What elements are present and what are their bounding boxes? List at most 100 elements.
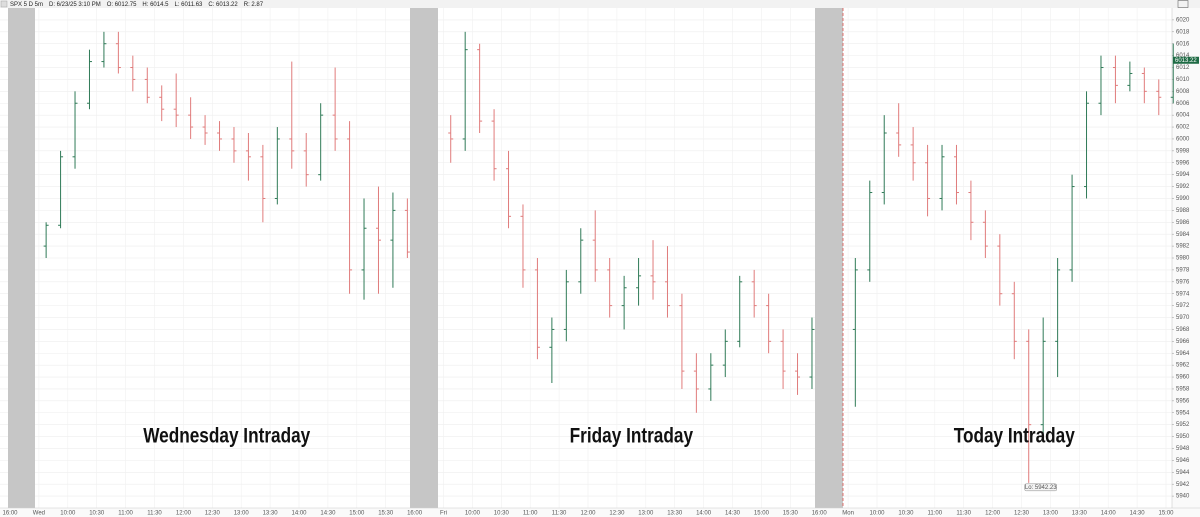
y-tick-label: 5956 xyxy=(1176,398,1190,404)
x-tick-label: 13:00 xyxy=(1043,511,1059,517)
session-title: Friday Intraday xyxy=(570,425,694,448)
y-tick-label: 6002 xyxy=(1176,125,1190,131)
x-tick-label: 14:00 xyxy=(291,511,307,517)
x-tick-label: 12:30 xyxy=(1014,511,1030,517)
y-tick-label: 6012 xyxy=(1176,65,1190,71)
x-tick-label: 16:00 xyxy=(407,511,423,517)
y-tick-label: 5972 xyxy=(1176,303,1190,309)
y-tick-label: 5992 xyxy=(1176,184,1190,190)
menu-icon[interactable] xyxy=(0,0,8,8)
time-axis xyxy=(0,508,1200,517)
overnight-band xyxy=(8,8,35,508)
toolbar xyxy=(0,0,1200,8)
x-tick-label: 14:00 xyxy=(696,511,712,517)
x-tick-label: 16:00 xyxy=(2,511,18,517)
x-tick-label: 13:00 xyxy=(638,511,654,517)
x-tick-label: 15:00 xyxy=(1158,511,1174,517)
y-tick-label: 5950 xyxy=(1176,434,1190,440)
y-tick-label: 6004 xyxy=(1176,113,1190,119)
y-tick-label: 5988 xyxy=(1176,208,1190,214)
x-tick-label: 12:00 xyxy=(580,511,596,517)
x-tick-label: 10:30 xyxy=(494,511,510,517)
y-tick-label: 5980 xyxy=(1176,256,1190,262)
x-tick-label: 12:30 xyxy=(609,511,625,517)
header-item: R: 2.87 xyxy=(244,2,264,8)
x-tick-label: 10:00 xyxy=(60,511,76,517)
x-tick-label: 10:00 xyxy=(869,511,885,517)
y-tick-label: 6008 xyxy=(1176,89,1190,95)
y-tick-label: 6006 xyxy=(1176,101,1190,107)
y-tick-label: 5990 xyxy=(1176,196,1190,202)
x-tick-label: 16:00 xyxy=(812,511,828,517)
y-tick-label: 5960 xyxy=(1176,375,1190,381)
price-axis xyxy=(1172,8,1200,508)
x-tick-label: 13:30 xyxy=(667,511,683,517)
y-tick-label: 6020 xyxy=(1176,17,1190,23)
y-tick-label: 5952 xyxy=(1176,422,1190,428)
low-label-box xyxy=(1024,483,1057,492)
y-tick-label: 5976 xyxy=(1176,279,1190,285)
zoom-icon[interactable] xyxy=(1177,0,1189,8)
y-tick-label: 5948 xyxy=(1176,446,1190,452)
header-item: O: 6012.75 xyxy=(107,2,137,8)
y-tick-label: 5958 xyxy=(1176,387,1190,393)
x-tick-label: 11:30 xyxy=(956,511,971,517)
y-tick-label: 5996 xyxy=(1176,160,1190,166)
y-tick-label: 5982 xyxy=(1176,244,1190,250)
x-tick-label: Wed xyxy=(33,511,45,517)
x-tick-label: 13:00 xyxy=(234,511,250,517)
session-title: Today Intraday xyxy=(954,425,1075,448)
y-tick-label: 5994 xyxy=(1176,172,1190,178)
y-tick-label: 5974 xyxy=(1176,291,1190,297)
header-item: C: 6013.22 xyxy=(208,2,238,8)
overnight-band xyxy=(815,8,843,508)
x-tick-label: 11:30 xyxy=(147,511,162,517)
x-tick-label: 15:00 xyxy=(349,511,365,517)
y-tick-label: 6010 xyxy=(1176,77,1190,83)
x-tick-label: 11:00 xyxy=(523,511,538,517)
y-tick-label: 5954 xyxy=(1176,410,1190,416)
y-tick-label: 5940 xyxy=(1176,494,1190,500)
x-tick-label: Fri xyxy=(440,511,447,517)
y-tick-label: 5944 xyxy=(1176,470,1190,476)
x-tick-label: 11:00 xyxy=(928,511,943,517)
price-tag-label: 6013.22 xyxy=(1175,58,1197,64)
header-item: SPX 5 D 5m xyxy=(10,2,43,8)
x-tick-label: 14:30 xyxy=(320,511,336,517)
header-item: H: 6014.5 xyxy=(142,2,169,8)
low-label: Lo: 5942.23 xyxy=(1025,485,1057,491)
x-tick-label: 10:30 xyxy=(89,511,105,517)
header-item: L: 6011.63 xyxy=(174,2,203,8)
y-tick-label: 5962 xyxy=(1176,363,1190,369)
session-title: Wednesday Intraday xyxy=(143,425,310,448)
x-tick-label: 11:00 xyxy=(118,511,133,517)
price-tag xyxy=(1173,56,1199,64)
x-tick-label: 11:30 xyxy=(552,511,567,517)
y-tick-label: 6000 xyxy=(1176,137,1190,143)
y-tick-label: 5984 xyxy=(1176,232,1190,238)
x-tick-label: Mon xyxy=(842,511,854,517)
x-tick-label: 15:30 xyxy=(783,511,799,517)
x-tick-label: 12:00 xyxy=(176,511,192,517)
y-tick-label: 6014 xyxy=(1176,53,1190,59)
x-tick-label: 14:00 xyxy=(1101,511,1117,517)
x-tick-label: 10:30 xyxy=(898,511,914,517)
x-tick-label: 13:30 xyxy=(263,511,279,517)
y-tick-label: 5970 xyxy=(1176,315,1190,321)
y-tick-label: 5964 xyxy=(1176,351,1190,357)
y-tick-label: 5942 xyxy=(1176,482,1190,488)
header-item: D: 6/23/25 3:10 PM xyxy=(49,2,101,8)
y-tick-label: 6018 xyxy=(1176,29,1190,35)
grid xyxy=(0,8,1172,508)
y-tick-label: 5986 xyxy=(1176,220,1190,226)
x-tick-label: 14:30 xyxy=(725,511,741,517)
x-tick-label: 12:30 xyxy=(205,511,221,517)
y-tick-label: 5998 xyxy=(1176,148,1190,154)
x-tick-label: 14:30 xyxy=(1130,511,1146,517)
overnight-band xyxy=(410,8,438,508)
x-tick-label: 15:00 xyxy=(754,511,770,517)
y-tick-label: 5968 xyxy=(1176,327,1190,333)
y-tick-label: 6016 xyxy=(1176,41,1190,47)
y-tick-label: 5946 xyxy=(1176,458,1190,464)
